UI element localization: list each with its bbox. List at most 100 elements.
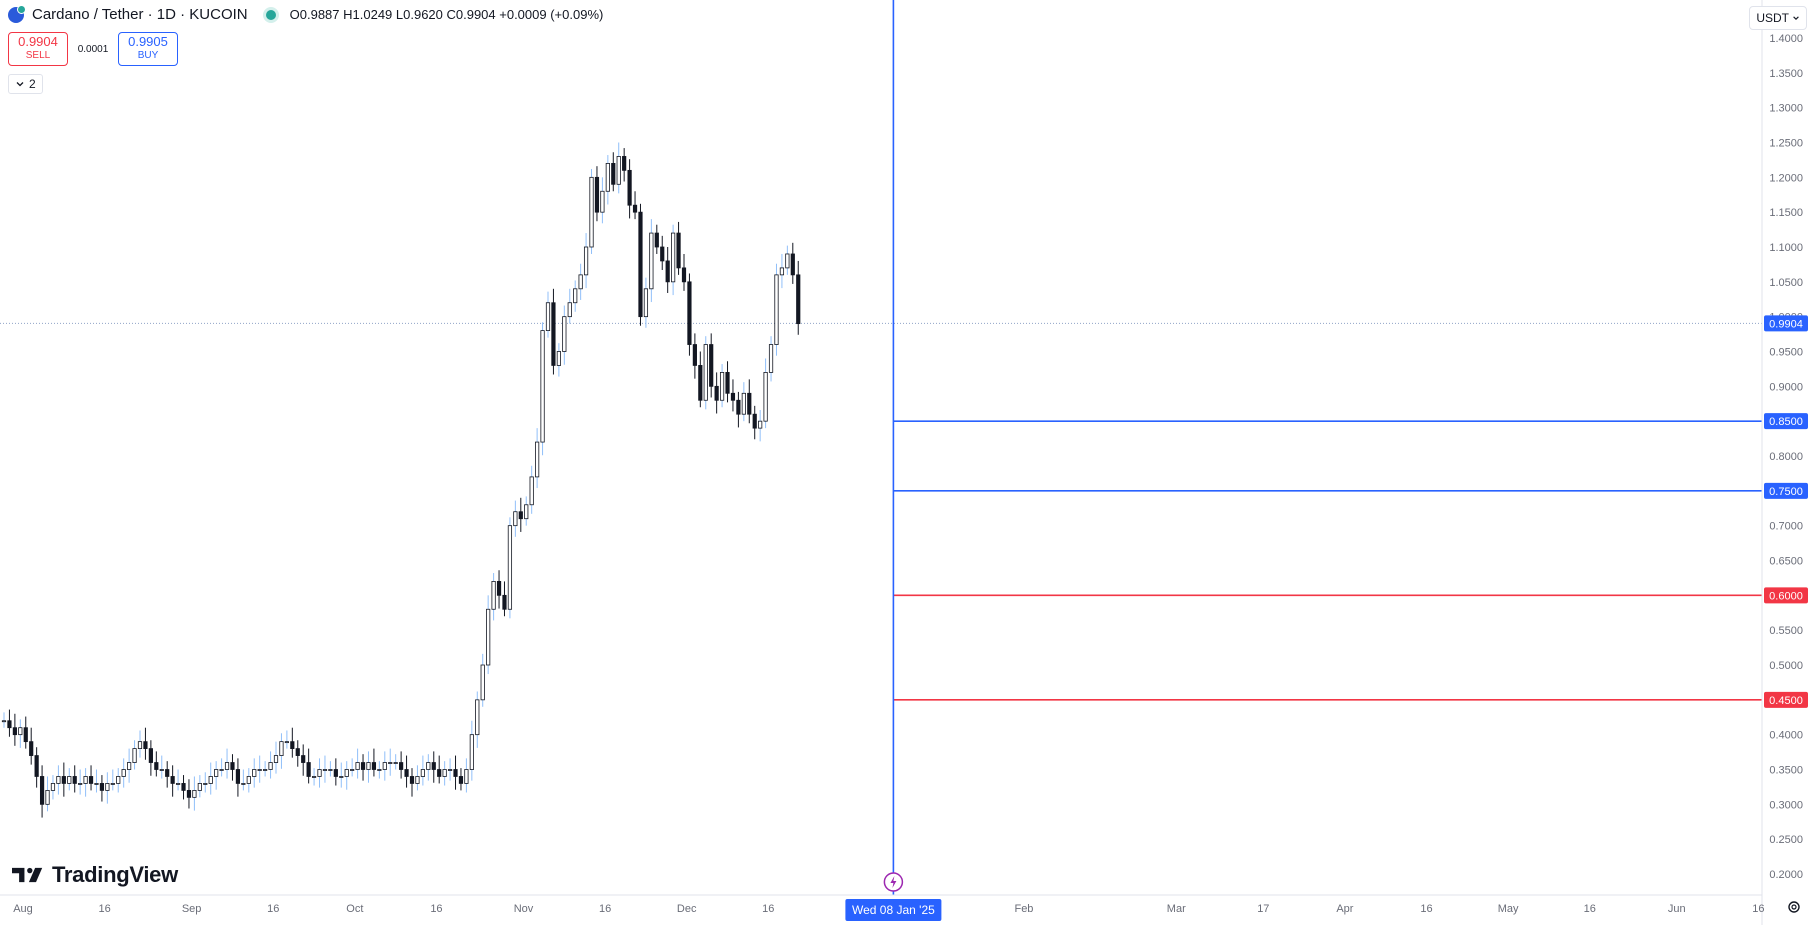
candle (99, 775, 105, 802)
candle (235, 758, 241, 797)
candle-body (197, 783, 202, 791)
candle (437, 755, 442, 784)
time-tick-label: Feb (1014, 903, 1033, 915)
candle-body (409, 776, 415, 784)
candle-body (399, 762, 404, 770)
candle (676, 221, 681, 275)
candle-body (562, 316, 567, 352)
candle-body (551, 302, 556, 366)
candle (295, 740, 300, 767)
candle (181, 775, 186, 800)
candle (703, 336, 708, 410)
candle-body (437, 769, 442, 777)
candle-body (393, 762, 398, 764)
current-price-badge-bg (1764, 315, 1808, 332)
candle (567, 288, 572, 324)
candle (752, 405, 757, 440)
candle (513, 500, 518, 537)
candle-body (322, 769, 328, 771)
candle (241, 769, 246, 791)
candle (496, 570, 502, 609)
candle (741, 382, 746, 422)
time-tick-label: Mar (1167, 903, 1186, 915)
candle-body (741, 392, 746, 415)
candle-body (453, 769, 458, 777)
candle (159, 755, 164, 779)
candle-body (350, 769, 355, 771)
candle-body (371, 762, 377, 770)
candle (219, 758, 224, 777)
candle-body (39, 776, 45, 805)
candle (551, 288, 556, 375)
candle (175, 769, 181, 791)
candle-body (796, 274, 801, 325)
candle (611, 152, 616, 192)
candles (1, 142, 801, 818)
candle (529, 465, 534, 514)
candle (83, 768, 88, 797)
candle-body (681, 267, 687, 283)
candle-body (540, 330, 545, 443)
horizontal-lines (0, 322, 1762, 701)
indicators-toggle-button[interactable]: 2 (8, 74, 43, 94)
time-tick-label: 16 (599, 903, 611, 915)
candle-body (290, 741, 295, 750)
candle (589, 168, 594, 254)
candle-body (339, 776, 344, 778)
currency-button[interactable]: USDT (1749, 6, 1807, 30)
candle-body (377, 769, 382, 771)
candle-body (513, 511, 518, 527)
candle (148, 740, 153, 776)
buy-button[interactable]: 0.9905 BUY (118, 32, 178, 66)
price-tick-label: 0.2500 (1769, 834, 1803, 846)
gear-icon[interactable] (1787, 900, 1801, 917)
candle (279, 733, 284, 769)
candle (622, 148, 627, 182)
candle (214, 761, 219, 790)
candle-body (268, 762, 273, 770)
candle-body (556, 351, 561, 366)
candle-body (469, 734, 474, 770)
candle-body (241, 783, 246, 785)
tradingview-logo[interactable]: TradingView (12, 862, 178, 888)
candle-body (18, 727, 23, 736)
candle (290, 727, 295, 758)
candle-body (458, 776, 464, 784)
candle-body (758, 420, 763, 429)
price-tick-label: 0.7000 (1769, 521, 1803, 533)
candle-body (148, 748, 153, 763)
sell-button[interactable]: 0.9904 SELL (8, 32, 68, 66)
candle (616, 142, 621, 194)
candle (524, 496, 529, 526)
candle (143, 727, 148, 760)
candle (311, 768, 317, 786)
candle (382, 751, 387, 781)
candle (263, 761, 268, 777)
price-tick-label: 0.9000 (1769, 381, 1803, 393)
candle-body (366, 762, 371, 770)
candle-body (643, 288, 649, 318)
time-axis: Aug 16 Sep 16 Oct 16 Nov 16 Dec 16 Feb Mar 17 Apr 16 Ma… (0, 894, 1764, 915)
candle-body (230, 762, 235, 770)
candle-body (665, 260, 670, 283)
price-tick-label: 1.3500 (1769, 68, 1803, 80)
candle (518, 497, 523, 532)
price-tick-label: 0.5000 (1769, 660, 1803, 672)
candle (339, 762, 344, 788)
price-tick-label: 0.5500 (1769, 625, 1803, 637)
candle (7, 709, 12, 737)
candle (34, 747, 39, 788)
candle-body (257, 769, 262, 771)
sell-label: SELL (25, 50, 51, 61)
candle-body (578, 274, 583, 290)
candle-body (518, 511, 523, 520)
symbol-title[interactable]: Cardano / Tether · 1D · KUCOIN (32, 6, 248, 23)
candle-body (143, 741, 148, 750)
time-tick-label: 16 (1584, 903, 1596, 915)
candle (350, 758, 355, 777)
candle-body (714, 385, 719, 401)
candle (736, 391, 741, 428)
sell-price: 0.9904 (18, 34, 58, 49)
alert-lightning-icon[interactable] (883, 872, 904, 892)
